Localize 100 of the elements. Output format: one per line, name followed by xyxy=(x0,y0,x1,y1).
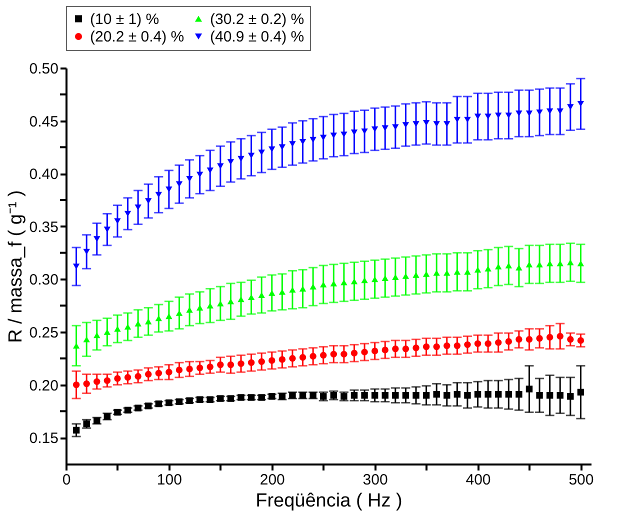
point xyxy=(361,392,368,399)
point xyxy=(505,112,512,118)
point xyxy=(361,348,368,356)
point xyxy=(238,296,244,302)
point xyxy=(134,320,142,326)
point xyxy=(268,290,276,296)
point xyxy=(444,121,450,127)
point xyxy=(72,381,80,388)
point xyxy=(72,426,80,434)
point xyxy=(258,358,265,365)
point xyxy=(114,218,121,224)
point xyxy=(350,130,358,136)
point xyxy=(454,268,461,275)
point xyxy=(94,378,100,385)
point xyxy=(371,126,378,132)
point xyxy=(567,259,574,266)
point xyxy=(196,172,204,178)
point xyxy=(382,125,388,132)
legend-label: (20.2 ± 0.4) % xyxy=(90,28,184,46)
point xyxy=(422,120,430,126)
point xyxy=(505,262,512,268)
point xyxy=(206,302,214,309)
point xyxy=(444,342,450,350)
point xyxy=(556,260,564,266)
point xyxy=(330,132,337,138)
point xyxy=(526,336,533,343)
point xyxy=(577,260,584,266)
point xyxy=(392,392,399,399)
point xyxy=(526,262,533,268)
point xyxy=(166,313,172,320)
point xyxy=(278,288,286,295)
point xyxy=(484,340,492,347)
y-tick-label: 0.20 xyxy=(29,377,58,394)
point xyxy=(134,373,142,380)
y-tick-label: 0.50 xyxy=(29,60,58,78)
point xyxy=(556,108,564,114)
point xyxy=(382,275,388,282)
point xyxy=(464,392,471,399)
point xyxy=(371,392,378,399)
point xyxy=(278,356,286,363)
point xyxy=(166,368,172,376)
x-tick-label: 500 xyxy=(568,472,594,488)
point xyxy=(454,116,461,123)
point xyxy=(176,366,183,374)
x-tick-label: 100 xyxy=(156,472,182,488)
point xyxy=(299,139,306,145)
x-tick-label: 300 xyxy=(362,472,388,488)
point xyxy=(536,109,543,116)
x-tick-label: 200 xyxy=(260,472,285,488)
legend-label: (10 ± 1) % xyxy=(90,10,160,28)
point xyxy=(155,192,162,198)
point xyxy=(206,364,214,370)
point xyxy=(217,163,224,170)
point xyxy=(412,344,420,352)
point xyxy=(516,336,522,343)
point xyxy=(330,392,337,399)
point xyxy=(268,146,276,152)
point xyxy=(350,350,358,356)
point xyxy=(145,318,152,324)
point xyxy=(484,390,492,398)
point xyxy=(104,377,111,384)
point xyxy=(340,350,348,358)
point xyxy=(83,336,90,342)
point xyxy=(556,392,564,399)
point xyxy=(402,392,410,399)
point xyxy=(577,337,584,344)
point xyxy=(371,276,378,282)
point xyxy=(536,392,543,399)
legend-label: (40.9 ± 0.4) % xyxy=(210,28,304,46)
point xyxy=(516,390,522,398)
x-axis-title: Freqüência ( Hz ) xyxy=(256,490,402,512)
point xyxy=(464,116,471,123)
point xyxy=(310,284,316,290)
point xyxy=(227,159,234,165)
point xyxy=(330,350,337,358)
point xyxy=(83,380,90,388)
point xyxy=(248,294,255,300)
point xyxy=(484,266,492,272)
point xyxy=(412,121,420,127)
point xyxy=(484,114,492,120)
point xyxy=(155,370,162,377)
point xyxy=(186,366,193,372)
x-tick-label: 400 xyxy=(466,472,491,488)
point xyxy=(577,388,584,396)
point xyxy=(186,176,193,182)
point xyxy=(238,360,244,368)
point xyxy=(248,359,255,366)
point xyxy=(392,124,399,130)
point xyxy=(94,236,100,242)
point xyxy=(454,342,461,350)
point xyxy=(412,272,420,278)
point xyxy=(402,273,410,279)
point xyxy=(134,204,142,210)
point xyxy=(361,128,368,134)
point xyxy=(124,374,132,381)
point xyxy=(546,108,554,114)
point xyxy=(526,386,533,392)
point xyxy=(392,274,399,280)
point xyxy=(474,340,482,347)
point xyxy=(474,390,482,398)
